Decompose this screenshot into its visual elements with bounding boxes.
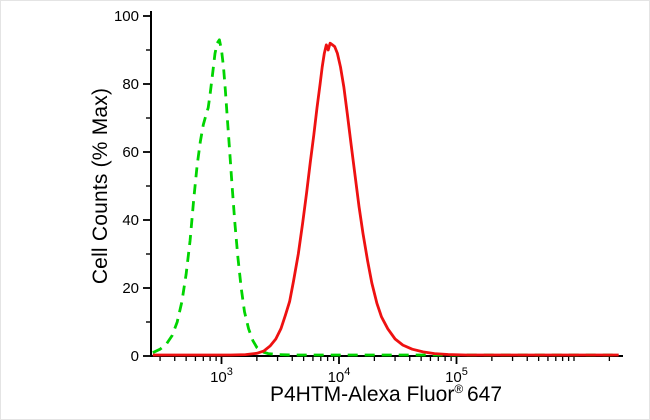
y-tick-label: 40: [122, 212, 139, 229]
x-tick-label: 104: [328, 366, 351, 386]
x-axis-title: P4HTM-Alexa Fluor® 647: [270, 383, 502, 407]
y-tick-label: 100: [114, 8, 139, 25]
registered-trademark-symbol: ®: [454, 382, 464, 396]
series-curves: [152, 38, 619, 357]
x-tick-label: 105: [445, 366, 468, 386]
x-tick-label: 103: [210, 366, 233, 386]
y-tick-label: 20: [122, 280, 139, 297]
y-tick-label: 0: [131, 348, 139, 365]
curve-green-dashed-control: [152, 38, 619, 357]
y-tick-label: 60: [122, 144, 139, 161]
x-axis-title-main: P4HTM-Alexa Fluor: [269, 383, 455, 406]
curve-red-solid-stained: [152, 41, 619, 357]
x-axis-title-suffix: 647: [466, 383, 503, 406]
y-axis-title: Cell Counts (% Max): [89, 87, 112, 285]
y-tick-label: 80: [122, 76, 139, 93]
y-axis: 0 20 40 60 80 100: [114, 8, 152, 365]
x-axis: 103 104 105: [150, 355, 623, 386]
